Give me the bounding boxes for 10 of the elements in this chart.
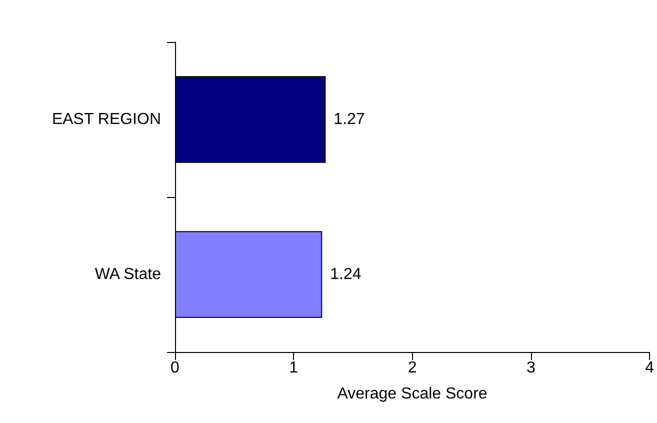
x-tick-label: 4 [645,360,654,376]
x-axis-title: Average Scale Score [337,386,488,402]
data-label: 1.24 [330,266,362,283]
y-tick-label: WA State [94,266,162,283]
x-tick-label: 2 [408,360,417,376]
data-label: 1.27 [334,111,365,128]
y-tick-label: EAST REGION [52,111,161,128]
x-tick-label: 3 [526,360,536,376]
x-tick-label: 1 [289,360,298,376]
x-tick-label: 0 [170,360,180,376]
